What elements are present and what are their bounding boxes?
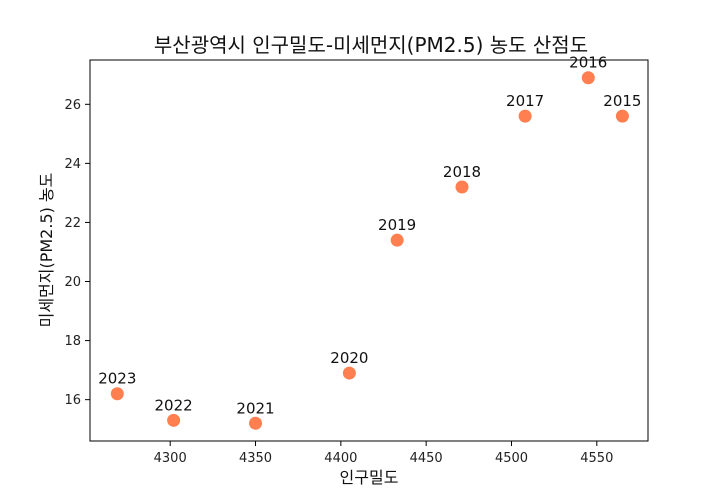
data-point-2023	[110, 387, 124, 401]
x-tick-label: 4550	[580, 451, 613, 466]
data-point-2018	[455, 180, 469, 194]
data-point-2022	[167, 413, 181, 427]
data-point-2016	[581, 71, 595, 85]
data-point-2021	[249, 416, 263, 430]
y-tick-label: 18	[64, 334, 81, 349]
data-point-label: 2017	[506, 92, 544, 110]
data-point-labels: 2015 2016 2017 2018 2019 2020 2021 2022 2023	[98, 54, 641, 418]
x-tick-label: 4300	[154, 451, 187, 466]
y-tick-label: 26	[64, 98, 81, 113]
data-point-label: 2016	[569, 54, 607, 72]
y-tick-label: 20	[64, 275, 81, 290]
y-axis-label: 미세먼지(PM2.5) 농도	[37, 173, 56, 328]
x-axis: 4300 4350 4400 4450 4500 4550	[154, 441, 613, 466]
x-axis-label: 인구밀도	[340, 468, 399, 487]
data-point-label: 2015	[603, 92, 641, 110]
data-point-label: 2022	[155, 396, 193, 414]
data-points	[110, 71, 629, 430]
chart-title: 부산광역시 인구밀도-미세먼지(PM2.5) 농도 산점도	[154, 33, 588, 57]
y-tick-label: 22	[64, 216, 81, 231]
data-point-2019	[390, 233, 404, 247]
x-tick-label: 4500	[495, 451, 528, 466]
y-tick-label: 24	[64, 157, 81, 172]
y-tick-label: 16	[64, 393, 81, 408]
data-point-2020	[342, 366, 356, 380]
data-point-2017	[518, 109, 532, 123]
data-point-label: 2020	[330, 349, 368, 367]
data-point-label: 2021	[236, 399, 274, 417]
y-axis: 16 18 20 22 24 26	[64, 98, 90, 408]
data-point-2015	[615, 109, 629, 123]
plot-area-frame	[89, 59, 649, 442]
data-point-label: 2023	[98, 370, 136, 388]
data-point-label: 2019	[378, 216, 416, 234]
x-tick-label: 4400	[324, 451, 357, 466]
x-tick-label: 4350	[239, 451, 272, 466]
data-point-label: 2018	[443, 163, 481, 181]
x-tick-label: 4450	[410, 451, 443, 466]
